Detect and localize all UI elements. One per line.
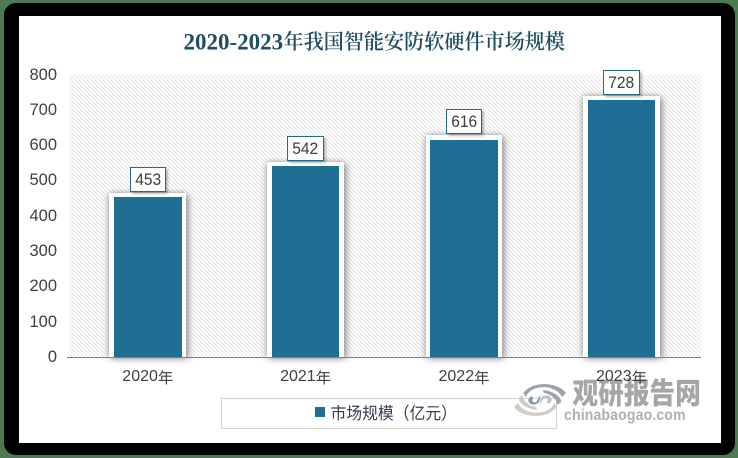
- svg-text:2020-2023: 2020-2023: [184, 29, 284, 54]
